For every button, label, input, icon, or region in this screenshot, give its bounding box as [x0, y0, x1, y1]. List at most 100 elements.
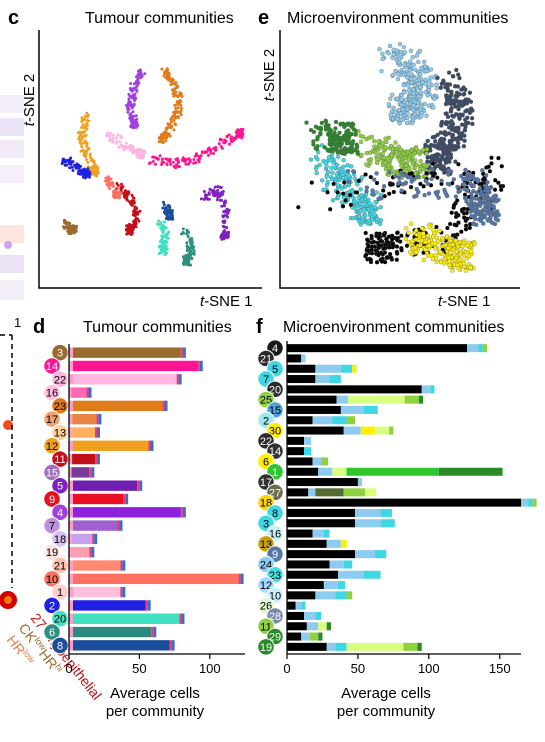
community-label: 4 [272, 343, 278, 355]
scatter-point [397, 175, 402, 180]
scatter-point [129, 228, 133, 232]
scatter-point [411, 107, 416, 113]
bar-segment [73, 560, 121, 571]
panel-f-letter: f [256, 316, 263, 338]
panel-c-ylabel: t-SNE 2 [21, 74, 38, 127]
scatter-point [126, 110, 130, 114]
scatter-point [453, 194, 459, 199]
scatter-point [430, 234, 436, 239]
scatter-point [473, 216, 478, 222]
scatter-point [369, 233, 374, 239]
scatter-point [160, 237, 164, 241]
bar-segment [318, 622, 327, 631]
scatter-point [75, 224, 78, 228]
scatter-point [366, 218, 371, 223]
scatter-point [388, 143, 394, 149]
scatter-point [85, 158, 88, 162]
scatter-point [444, 119, 449, 125]
bar-segment [69, 533, 72, 545]
scatter-point [431, 156, 436, 161]
scatter-point [391, 47, 396, 52]
bar-segment [96, 427, 100, 438]
scatter-point [328, 207, 333, 212]
scatter-point [77, 163, 81, 167]
scatter-point [62, 218, 66, 222]
scatter-point [116, 194, 120, 198]
scatter-point [372, 177, 377, 182]
scatter-point [355, 182, 360, 187]
bar-segment [287, 385, 422, 394]
scatter-point [454, 255, 459, 261]
scatter-point [418, 181, 423, 187]
bar-segment [182, 507, 186, 518]
scatter-point [335, 183, 341, 188]
community-label: 5 [57, 481, 63, 493]
scatter-point [466, 202, 471, 207]
scatter-point [313, 154, 319, 160]
community-label: 21 [54, 561, 66, 573]
community-badge [51, 397, 69, 415]
bar-segment [197, 360, 200, 372]
scatter-point [106, 183, 110, 187]
scatter-point [128, 87, 132, 90]
scatter-point [432, 96, 437, 101]
scatter-point [175, 163, 178, 167]
scatter-point [380, 141, 385, 146]
scatter-point [483, 207, 488, 212]
scatter-point [456, 140, 461, 146]
bar-segment [179, 613, 182, 624]
scatter-point [463, 227, 469, 232]
scatter-point [488, 212, 493, 217]
scatter-point [315, 137, 320, 142]
scatter-point [424, 147, 430, 152]
scatter-point [96, 169, 100, 173]
scatter-point [323, 160, 328, 165]
scatter-point [448, 155, 454, 160]
scatter-point [487, 200, 493, 206]
scatter-point [461, 206, 467, 212]
svg-text:t-SNE 2: t-SNE 2 [21, 74, 38, 127]
panel-d-bar-chart: d Tumour communities 3142216231713121115… [33, 316, 245, 720]
scatter-point [296, 205, 301, 210]
scatter-point [74, 164, 78, 167]
scatter-point [410, 55, 415, 60]
scatter-point [412, 76, 417, 81]
scatter-point [358, 139, 364, 144]
scatter-point [455, 198, 460, 203]
panel-d-xlabel-line2: per community [106, 703, 205, 720]
scatter-point [442, 137, 447, 142]
bar-segment [403, 642, 418, 651]
bar-segment [94, 427, 97, 438]
scatter-point [342, 180, 347, 185]
bar-segment [73, 613, 180, 624]
community-label: 1 [57, 587, 63, 599]
scatter-point [176, 106, 180, 110]
scatter-point [339, 200, 345, 205]
scatter-point [211, 189, 215, 193]
scatter-point [140, 156, 144, 160]
scatter-point [120, 187, 123, 191]
scatter-point [129, 112, 133, 116]
scatter-point [171, 92, 175, 95]
scatter-point [108, 137, 112, 141]
scatter-point [373, 199, 378, 205]
scatter-point [380, 51, 385, 56]
scatter-point [401, 159, 406, 165]
bar-segment [88, 387, 92, 398]
scatter-point [162, 74, 166, 78]
scatter-point [454, 67, 459, 73]
bar-segment [532, 498, 537, 507]
scatter-point [368, 257, 373, 262]
bar-segment [125, 493, 129, 505]
bar-segment [301, 354, 306, 363]
strip-cell [0, 225, 24, 243]
scatter-point [137, 73, 141, 77]
bar-segment [389, 426, 394, 435]
scatter-point [448, 146, 453, 151]
scatter-point [131, 196, 135, 200]
scatter-point [159, 139, 163, 143]
bar-segment [360, 426, 375, 435]
bar-segment [287, 344, 468, 353]
scatter-point [230, 140, 234, 144]
scatter-point [390, 182, 395, 187]
